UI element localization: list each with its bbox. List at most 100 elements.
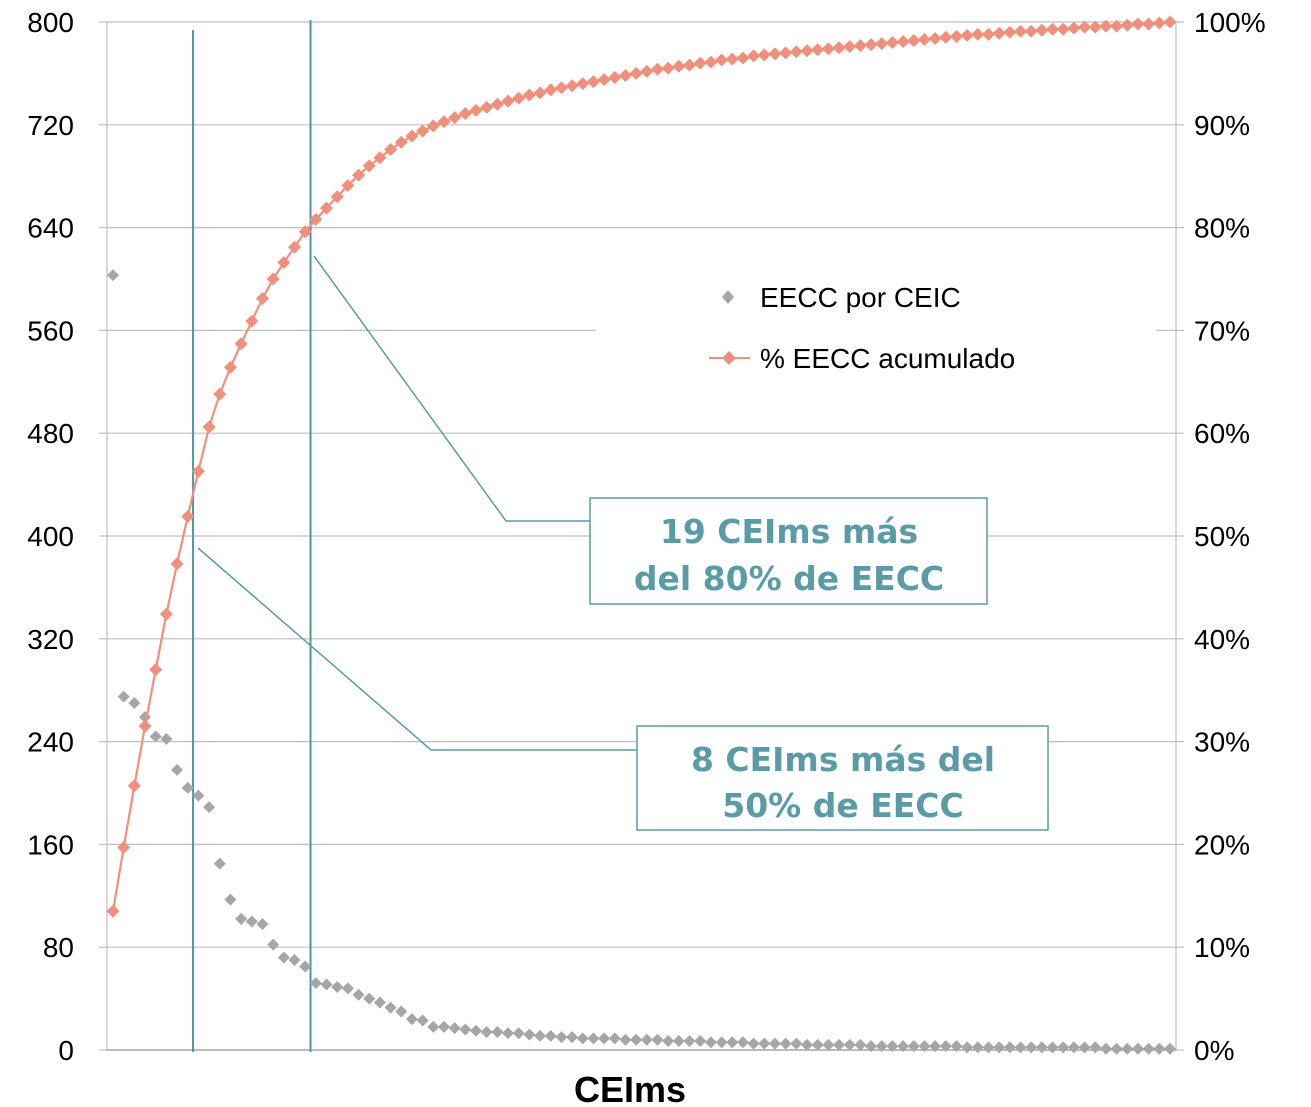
scatter-point <box>822 1038 835 1051</box>
cumulative-point <box>757 48 771 62</box>
cumulative-point <box>565 79 579 93</box>
scatter-point <box>1142 1042 1155 1055</box>
cumulative-point <box>651 62 665 76</box>
right-tick-label: 30% <box>1194 727 1250 758</box>
cumulative-point <box>330 190 344 204</box>
cumulative-point <box>288 240 302 254</box>
scatter-point <box>277 951 290 964</box>
cumulative-point <box>618 68 632 82</box>
scatter-point <box>437 1020 450 1033</box>
scatter-point <box>608 1032 621 1045</box>
cumulative-point <box>277 256 291 270</box>
cumulative-point <box>768 47 782 61</box>
scatter-point <box>758 1037 771 1050</box>
right-tick-label: 100% <box>1194 7 1266 38</box>
scatter-point <box>363 992 376 1005</box>
right-tick-label: 40% <box>1194 624 1250 655</box>
cumulative-point <box>1088 20 1102 34</box>
cumulative-point <box>522 88 536 102</box>
cumulative-point <box>981 27 995 41</box>
scatter-point <box>235 912 248 925</box>
scatter-point <box>534 1029 547 1042</box>
scatter-point <box>875 1040 888 1053</box>
cumulative-point <box>234 337 248 351</box>
cumulative-point <box>917 32 931 46</box>
cumulative-point <box>1120 18 1134 32</box>
scatter-point <box>1014 1041 1027 1054</box>
cumulative-point <box>362 159 376 173</box>
callout-50-line2: 50% de EECC <box>722 786 964 825</box>
scatter-point <box>470 1024 483 1037</box>
cumulative-point <box>789 45 803 59</box>
scatter-point <box>395 1005 408 1018</box>
scatter-point <box>950 1040 963 1053</box>
scatter-point <box>1057 1041 1070 1054</box>
scatter-point <box>715 1036 728 1049</box>
cumulative-point <box>1056 22 1070 36</box>
cumulative-point <box>875 37 889 51</box>
scatter-point <box>768 1037 781 1050</box>
scatter-point <box>299 960 312 973</box>
scatter-point <box>288 954 301 967</box>
cumulative-point <box>373 151 387 165</box>
scatter-point <box>630 1033 643 1046</box>
scatter-point <box>918 1040 931 1053</box>
cumulative-point <box>266 272 280 286</box>
cumulative-point <box>1046 22 1060 36</box>
cumulative-point <box>405 129 419 143</box>
scatter-point <box>651 1033 664 1046</box>
scatter-point <box>373 996 386 1009</box>
scatter-point <box>811 1038 824 1051</box>
cumulative-point <box>960 28 974 42</box>
scatter-point <box>555 1031 568 1044</box>
scatter-point <box>512 1027 525 1040</box>
scatter-point <box>790 1037 803 1050</box>
scatter-point <box>320 978 333 991</box>
scatter-point <box>961 1041 974 1054</box>
scatter-point <box>779 1037 792 1050</box>
cumulative-point <box>138 719 152 733</box>
scatter-point <box>245 915 258 928</box>
callout-80-line2: del 80% de EECC <box>634 559 944 598</box>
cumulative-point <box>640 64 654 78</box>
cumulative-point <box>512 91 526 105</box>
scatter-point <box>640 1033 653 1046</box>
left-tick-label: 160 <box>27 829 74 860</box>
scatter-point <box>886 1040 899 1053</box>
cumulative-point <box>1163 15 1177 29</box>
scatter-point <box>160 733 173 746</box>
scatter-point <box>1110 1042 1123 1055</box>
callout-80-line1: 19 CEIms más <box>660 512 918 551</box>
scatter-point <box>865 1040 878 1053</box>
cumulative-point <box>779 46 793 60</box>
scatter-point <box>341 982 354 995</box>
cumulative-point <box>939 30 953 44</box>
cumulative-point <box>298 225 312 239</box>
scatter-point <box>331 981 344 994</box>
legend-line-label: % EECC acumulado <box>760 343 1015 374</box>
cumulative-point <box>586 75 600 89</box>
callouts: 19 CEIms más del 80% de EECC 8 CEIms más… <box>197 255 1049 831</box>
right-tick-label: 80% <box>1194 213 1250 244</box>
cumulative-point <box>255 292 269 306</box>
cumulative-point <box>416 124 430 138</box>
x-axis-title: CEIms <box>574 1069 686 1107</box>
scatter-point <box>149 730 162 743</box>
left-tick-label: 800 <box>27 7 74 38</box>
cumulative-point <box>245 314 259 328</box>
cumulative-point <box>149 663 163 677</box>
cumulative-point <box>159 607 173 621</box>
scatter-point <box>854 1038 867 1051</box>
gridlines <box>99 21 1184 1051</box>
scatter-point <box>502 1027 515 1040</box>
right-axis-ticks: 0% 10% 20% 30% 40% 50% 60% 70% 80% 90% 100% <box>1194 7 1266 1066</box>
cumulative-point <box>309 212 323 226</box>
right-tick-label: 10% <box>1194 932 1250 963</box>
cumulative-point <box>608 71 622 85</box>
cumulative-point <box>437 115 451 129</box>
left-axis-ticks: 0 80 160 240 320 400 480 560 640 720 800 <box>27 7 74 1066</box>
scatter-point <box>683 1035 696 1048</box>
cumulative-point <box>191 464 205 478</box>
cumulative-point <box>971 27 985 41</box>
scatter-point <box>672 1035 685 1048</box>
